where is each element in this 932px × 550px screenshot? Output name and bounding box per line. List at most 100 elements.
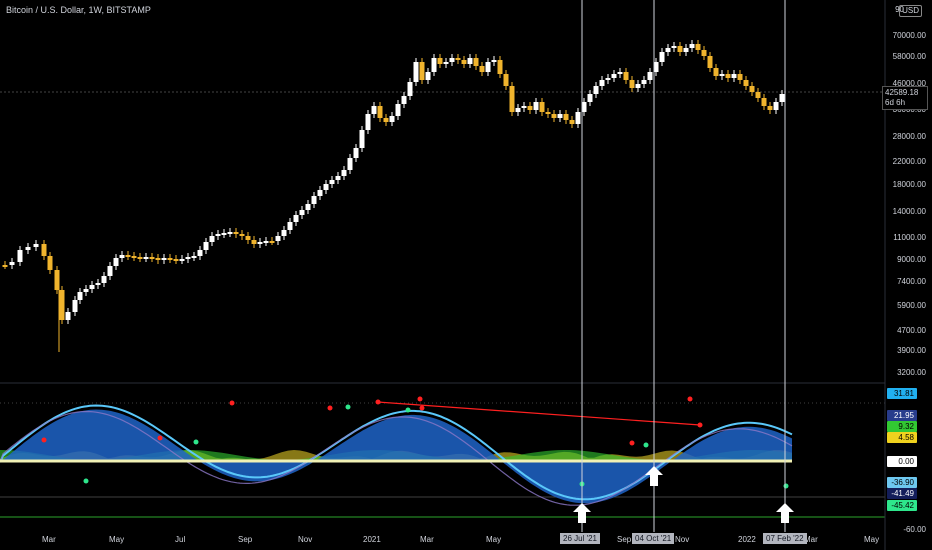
candle-body xyxy=(443,62,449,64)
candle-body xyxy=(233,232,239,234)
candle-body xyxy=(47,256,53,270)
buy-signal-dot xyxy=(643,442,649,448)
candle-body xyxy=(539,102,545,112)
sell-signal-dot xyxy=(229,400,235,406)
candle-body xyxy=(221,233,227,235)
candle-body xyxy=(395,104,401,116)
candle-body xyxy=(521,106,527,108)
candle-body xyxy=(119,255,125,258)
price-tick-label: 18000.00 xyxy=(892,180,926,189)
candle-body xyxy=(749,86,755,92)
candle-body xyxy=(737,74,743,80)
candle-body xyxy=(341,170,347,176)
candle-body xyxy=(581,102,587,112)
candle-body xyxy=(245,236,251,240)
candle-body xyxy=(593,86,599,94)
osc-value-badge: 4.58 xyxy=(887,432,917,443)
candle-body xyxy=(377,106,383,118)
candle-body xyxy=(695,44,701,50)
price-tick-label: 46000.00 xyxy=(892,79,926,88)
candle-body xyxy=(527,106,533,110)
candle-body xyxy=(545,112,551,114)
candle-body xyxy=(617,72,623,74)
time-tick-label: Nov xyxy=(675,535,690,544)
candle-body xyxy=(569,120,575,124)
osc-value-badge: -45.42 xyxy=(887,500,917,511)
candle-body xyxy=(263,241,269,243)
candle-body xyxy=(665,48,671,52)
time-tick-label: May xyxy=(109,535,125,544)
candle-body xyxy=(299,210,305,215)
candle-body xyxy=(281,230,287,236)
wave-line xyxy=(0,404,793,501)
candle-body xyxy=(575,112,581,124)
sell-signal-dot xyxy=(41,437,47,443)
date-tag: 26 Jul '21 xyxy=(560,533,600,544)
candle-body xyxy=(311,196,317,204)
oscillator-pane xyxy=(0,396,793,506)
candle-body xyxy=(329,180,335,184)
bar-countdown: 6d 6h xyxy=(885,98,906,107)
date-tag: 04 Oct '21 xyxy=(632,533,675,544)
candle-body xyxy=(659,52,665,62)
sell-signal-dot xyxy=(697,422,703,428)
candle-body xyxy=(431,58,437,72)
buy-signal-dot xyxy=(83,478,89,484)
sell-signal-dot xyxy=(629,440,635,446)
candle-body xyxy=(54,270,60,290)
vertical-markers xyxy=(581,0,786,532)
candle-body xyxy=(641,80,647,84)
candle-body xyxy=(287,222,293,230)
candle-body xyxy=(335,176,341,180)
last-price-value: 42589.18 xyxy=(885,88,919,97)
candle-body xyxy=(347,158,353,170)
buy-signal-dot xyxy=(783,483,789,489)
price-tick-label: 58000.00 xyxy=(892,52,926,61)
candle-body xyxy=(653,62,659,72)
currency-button[interactable]: USD xyxy=(899,5,922,17)
candle-body xyxy=(101,276,107,283)
candle-body xyxy=(197,250,203,256)
date-tag: 07 Feb '22 xyxy=(763,533,807,544)
candle-body xyxy=(131,256,137,258)
candle-body xyxy=(149,257,155,259)
candle-body xyxy=(251,240,257,244)
candle-body xyxy=(635,84,641,88)
sell-signal-dot xyxy=(327,405,333,411)
price-tick-label: 4700.00 xyxy=(897,326,926,335)
candle-body xyxy=(623,72,629,80)
candle-body xyxy=(95,283,101,285)
candle-body xyxy=(671,46,677,48)
candle-body xyxy=(17,250,23,262)
candle-body xyxy=(167,258,173,260)
time-tick-label: 2022 xyxy=(738,535,756,544)
candle-body xyxy=(731,74,737,78)
time-tick-label: 2021 xyxy=(363,535,381,544)
price-tick-label: 7400.00 xyxy=(897,277,926,286)
candle-body xyxy=(437,58,443,64)
time-tick-label: Jul xyxy=(175,535,186,544)
candle-body xyxy=(371,106,377,114)
candle-body xyxy=(461,60,467,64)
candle-body xyxy=(275,236,281,241)
candle-body xyxy=(779,94,785,102)
candle-body xyxy=(72,300,78,312)
candle-body xyxy=(551,114,557,118)
candles xyxy=(2,40,785,352)
osc-value-badge: -36.90 xyxy=(887,477,917,488)
arrow-markers xyxy=(573,466,794,523)
candle-body xyxy=(215,234,221,236)
candle-body xyxy=(677,46,683,52)
candle-body xyxy=(227,232,233,234)
candle-body xyxy=(491,60,497,62)
osc-bottom-label: -60.00 xyxy=(903,525,926,534)
candle-body xyxy=(365,114,371,130)
time-tick-label: Mar xyxy=(420,535,434,544)
candle-body xyxy=(359,130,365,148)
up-arrow-icon xyxy=(645,466,663,486)
wave-area xyxy=(0,409,792,504)
price-tick-label: 11000.00 xyxy=(893,233,926,242)
symbol-title: Bitcoin / U.S. Dollar, 1W, BITSTAMP xyxy=(6,5,151,15)
price-tick-label: 5900.00 xyxy=(897,301,926,310)
